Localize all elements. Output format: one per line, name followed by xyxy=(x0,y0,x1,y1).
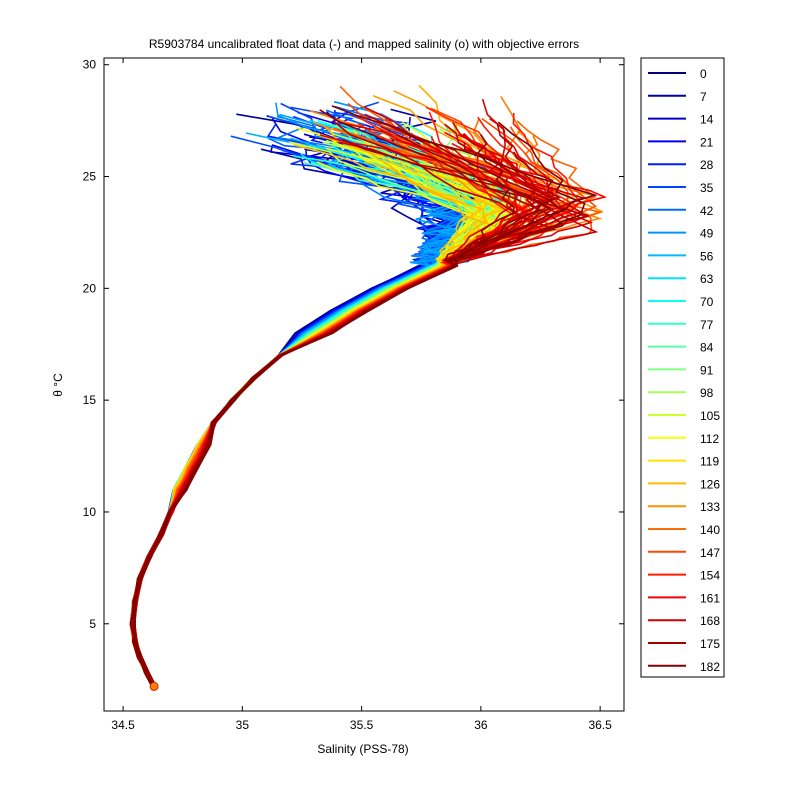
y-tick-label: 25 xyxy=(83,170,97,184)
y-axis: 5 10 15 20 25 30 xyxy=(83,58,624,631)
legend-label: 119 xyxy=(700,455,719,469)
legend-label: 0 xyxy=(700,67,707,81)
legend-label: 28 xyxy=(700,158,714,172)
chart-title: R5903784 uncalibrated float data (-) and… xyxy=(149,37,579,51)
legend-label: 168 xyxy=(700,614,720,628)
profile-line xyxy=(132,105,598,687)
legend-label: 77 xyxy=(700,318,714,332)
x-tick-label: 36.5 xyxy=(588,718,612,732)
legend-label: 182 xyxy=(700,660,720,674)
legend-label: 175 xyxy=(700,637,720,651)
profile-lines xyxy=(129,84,608,687)
legend-label: 70 xyxy=(700,295,714,309)
y-tick-label: 30 xyxy=(83,58,97,72)
legend-label: 42 xyxy=(700,204,714,218)
legend-label: 63 xyxy=(700,272,714,286)
legend-label: 49 xyxy=(700,227,714,241)
legend-label: 154 xyxy=(700,569,720,583)
legend-label: 7 xyxy=(700,90,707,104)
legend-label: 133 xyxy=(700,500,720,514)
y-tick-label: 20 xyxy=(83,281,97,295)
legend-label: 35 xyxy=(700,181,714,195)
legend-label: 126 xyxy=(700,477,720,491)
legend-label: 105 xyxy=(700,409,720,423)
legend-label: 98 xyxy=(700,386,714,400)
legend-label: 14 xyxy=(700,113,714,127)
mapped-points xyxy=(149,681,159,691)
y-tick-label: 5 xyxy=(89,617,96,631)
x-axis-label: Salinity (PSS-78) xyxy=(317,742,408,756)
legend-label: 56 xyxy=(700,249,714,263)
x-tick-label: 35.5 xyxy=(350,718,374,732)
x-tick-label: 34.5 xyxy=(111,718,135,732)
y-tick-label: 15 xyxy=(83,393,97,407)
x-tick-label: 35 xyxy=(236,718,250,732)
legend-label: 140 xyxy=(700,523,720,537)
y-axis-label: θ °C xyxy=(51,373,65,397)
mapped-point xyxy=(149,681,159,691)
legend-label: 91 xyxy=(700,363,714,377)
x-axis: 34.5 35 35.5 36 36.5 xyxy=(111,58,612,732)
legend-label: 112 xyxy=(700,432,719,446)
legend: 0 7 14 21 28 35 42 49 56 63 70 77 84 91 98 105 112 119 126… xyxy=(640,57,725,678)
legend-label: 21 xyxy=(700,135,714,149)
legend-label: 161 xyxy=(700,591,720,605)
legend-label: 147 xyxy=(700,546,720,560)
plot-axes-box xyxy=(103,57,625,712)
y-tick-label: 10 xyxy=(83,505,97,519)
x-tick-label: 36 xyxy=(474,718,488,732)
legend-label: 84 xyxy=(700,341,714,355)
